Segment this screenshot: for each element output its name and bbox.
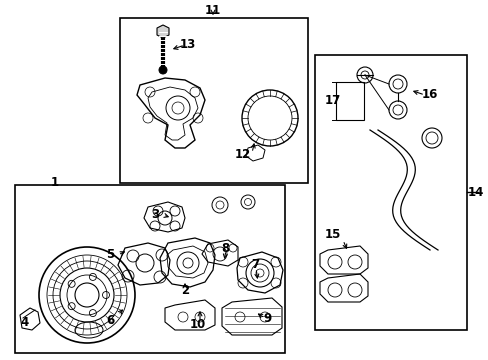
Text: 14: 14 [467, 185, 483, 198]
Text: 11: 11 [204, 4, 221, 17]
Polygon shape [157, 25, 169, 38]
Text: 13: 13 [180, 39, 196, 51]
Text: 7: 7 [250, 258, 259, 271]
Text: 6: 6 [106, 314, 114, 327]
Bar [314, 55, 466, 330]
Text: 1: 1 [51, 176, 59, 189]
Text: 17: 17 [324, 94, 341, 107]
Text: 15: 15 [324, 229, 341, 242]
Bar [120, 18, 307, 183]
Text: 12: 12 [234, 148, 251, 162]
Text: 4: 4 [21, 315, 29, 328]
Bar [335, 82, 363, 120]
Circle shape [159, 66, 167, 74]
Text: 8: 8 [221, 242, 229, 255]
Text: 16: 16 [421, 89, 437, 102]
Bar [15, 185, 285, 353]
Text: 5: 5 [106, 248, 114, 261]
Text: 3: 3 [151, 208, 159, 221]
Text: 9: 9 [264, 311, 271, 324]
Text: 10: 10 [189, 319, 206, 332]
Text: 2: 2 [181, 284, 189, 297]
